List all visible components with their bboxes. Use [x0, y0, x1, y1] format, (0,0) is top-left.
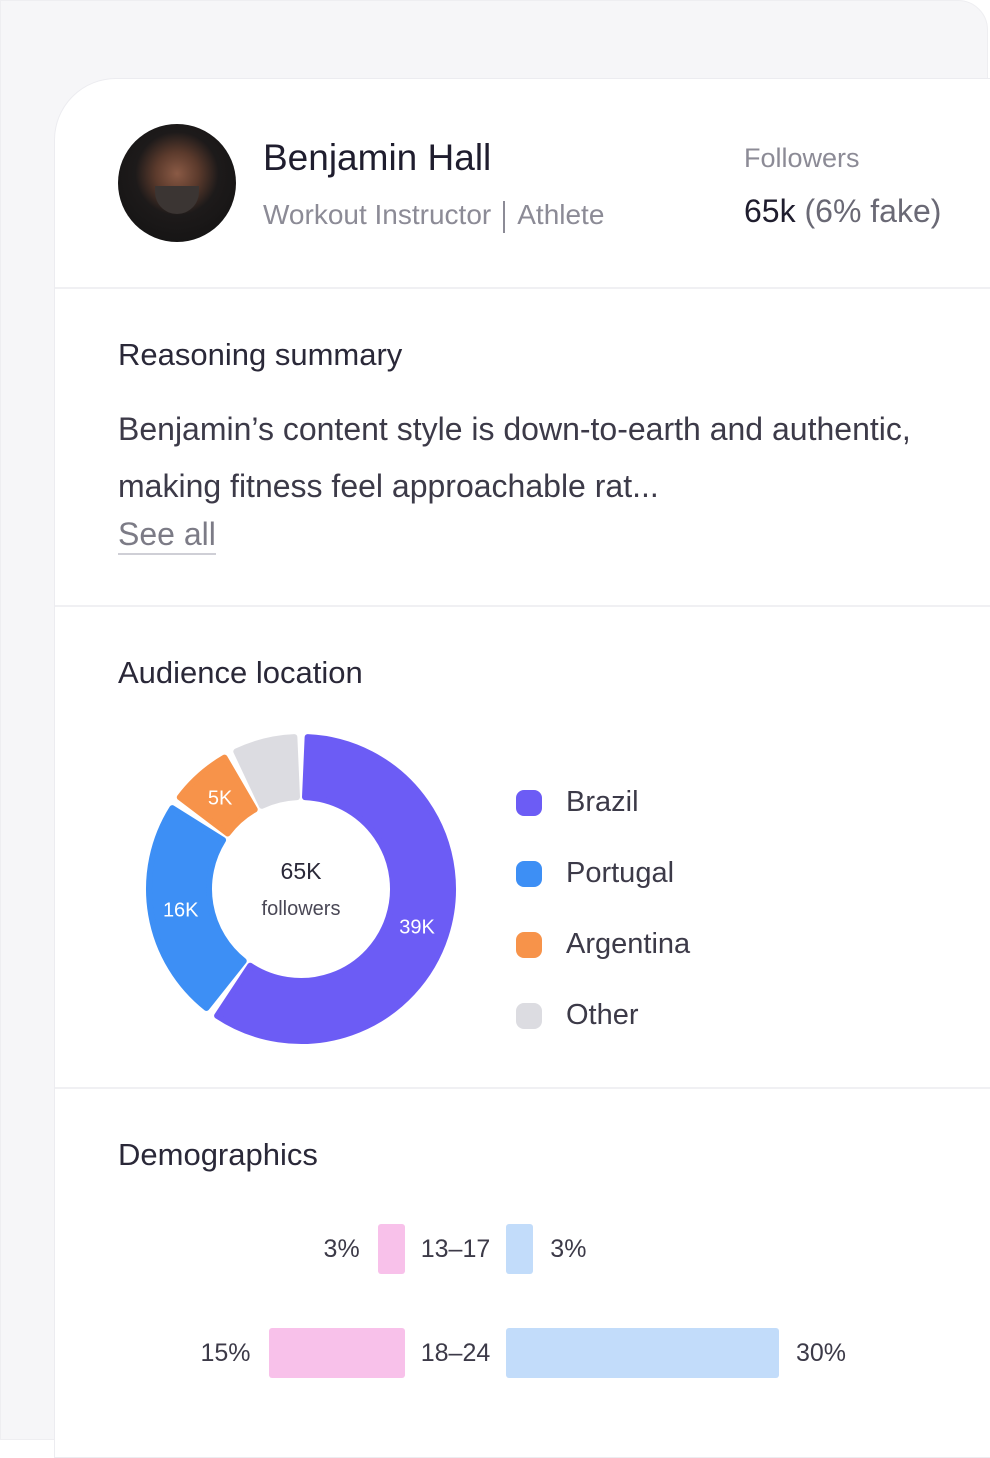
donut-slice-argentina[interactable]: [176, 754, 258, 837]
section-title: Audience location: [118, 655, 363, 690]
bar-value-left: 3%: [323, 1235, 360, 1263]
donut-slice-other[interactable]: [233, 734, 300, 809]
legend-label: Brazil: [566, 786, 639, 818]
bar-left: [377, 1224, 405, 1274]
slice-label: 39K: [399, 917, 435, 939]
legend-swatch: [516, 860, 542, 887]
slice-label: 16K: [163, 900, 199, 922]
section-title: Reasoning summary: [118, 337, 403, 372]
age-group-label: 18–24: [420, 1339, 491, 1367]
see-all-link[interactable]: See all: [118, 515, 216, 555]
legend-item-other: Other: [516, 980, 690, 1051]
bar-right: [506, 1224, 534, 1274]
profile-name: Benjamin Hall: [263, 137, 492, 178]
avatar: [118, 124, 236, 242]
legend-label: Other: [566, 999, 639, 1031]
legend-swatch: [516, 1002, 542, 1029]
legend-item-portugal: Portugal: [516, 838, 690, 909]
bar-value-right: 30%: [796, 1339, 847, 1367]
donut-chart: 39K 16K 5K 65K followers: [146, 734, 456, 1044]
demographics-section: Demographics 3% 3% 13–17 15% 30% 18–24: [55, 1089, 990, 1457]
legend-item-brazil: Brazil: [516, 767, 690, 838]
age-group-label: 13–17: [420, 1235, 491, 1263]
reasoning-section: Reasoning summary Benjamin’s content sty…: [55, 289, 990, 607]
center-label: followers: [262, 898, 341, 920]
bar-right: [506, 1328, 779, 1378]
audience-location-section: Audience location 39K 16K 5K 65K followers B…: [55, 607, 990, 1089]
donut-slice-portugal[interactable]: [146, 805, 247, 1011]
chart-legend: Brazil Portugal Argentina Other: [516, 767, 690, 1051]
profile-role: Workout Instructor Athlete: [263, 199, 604, 233]
legend-swatch: [516, 931, 542, 958]
donut-slice-brazil[interactable]: [214, 734, 456, 1044]
followers-label: Followers: [744, 143, 860, 173]
center-value: 65K: [281, 858, 323, 884]
bar-value-right: 3%: [550, 1235, 587, 1263]
reasoning-text: Benjamin’s content style is down-to-eart…: [118, 411, 911, 504]
bar-left: [268, 1328, 405, 1378]
legend-label: Portugal: [566, 857, 675, 889]
section-title: Demographics: [118, 1137, 318, 1172]
slice-label: 5K: [208, 788, 233, 810]
legend-label: Argentina: [566, 928, 691, 960]
bar-value-left: 15%: [200, 1339, 251, 1367]
profile-header: Benjamin Hall Workout Instructor Athlete …: [55, 79, 990, 289]
legend-swatch: [516, 789, 542, 816]
influencer-card: Benjamin Hall Workout Instructor Athlete …: [54, 78, 990, 1458]
legend-item-argentina: Argentina: [516, 909, 690, 980]
followers-value: 65k (6% fake): [744, 193, 942, 229]
